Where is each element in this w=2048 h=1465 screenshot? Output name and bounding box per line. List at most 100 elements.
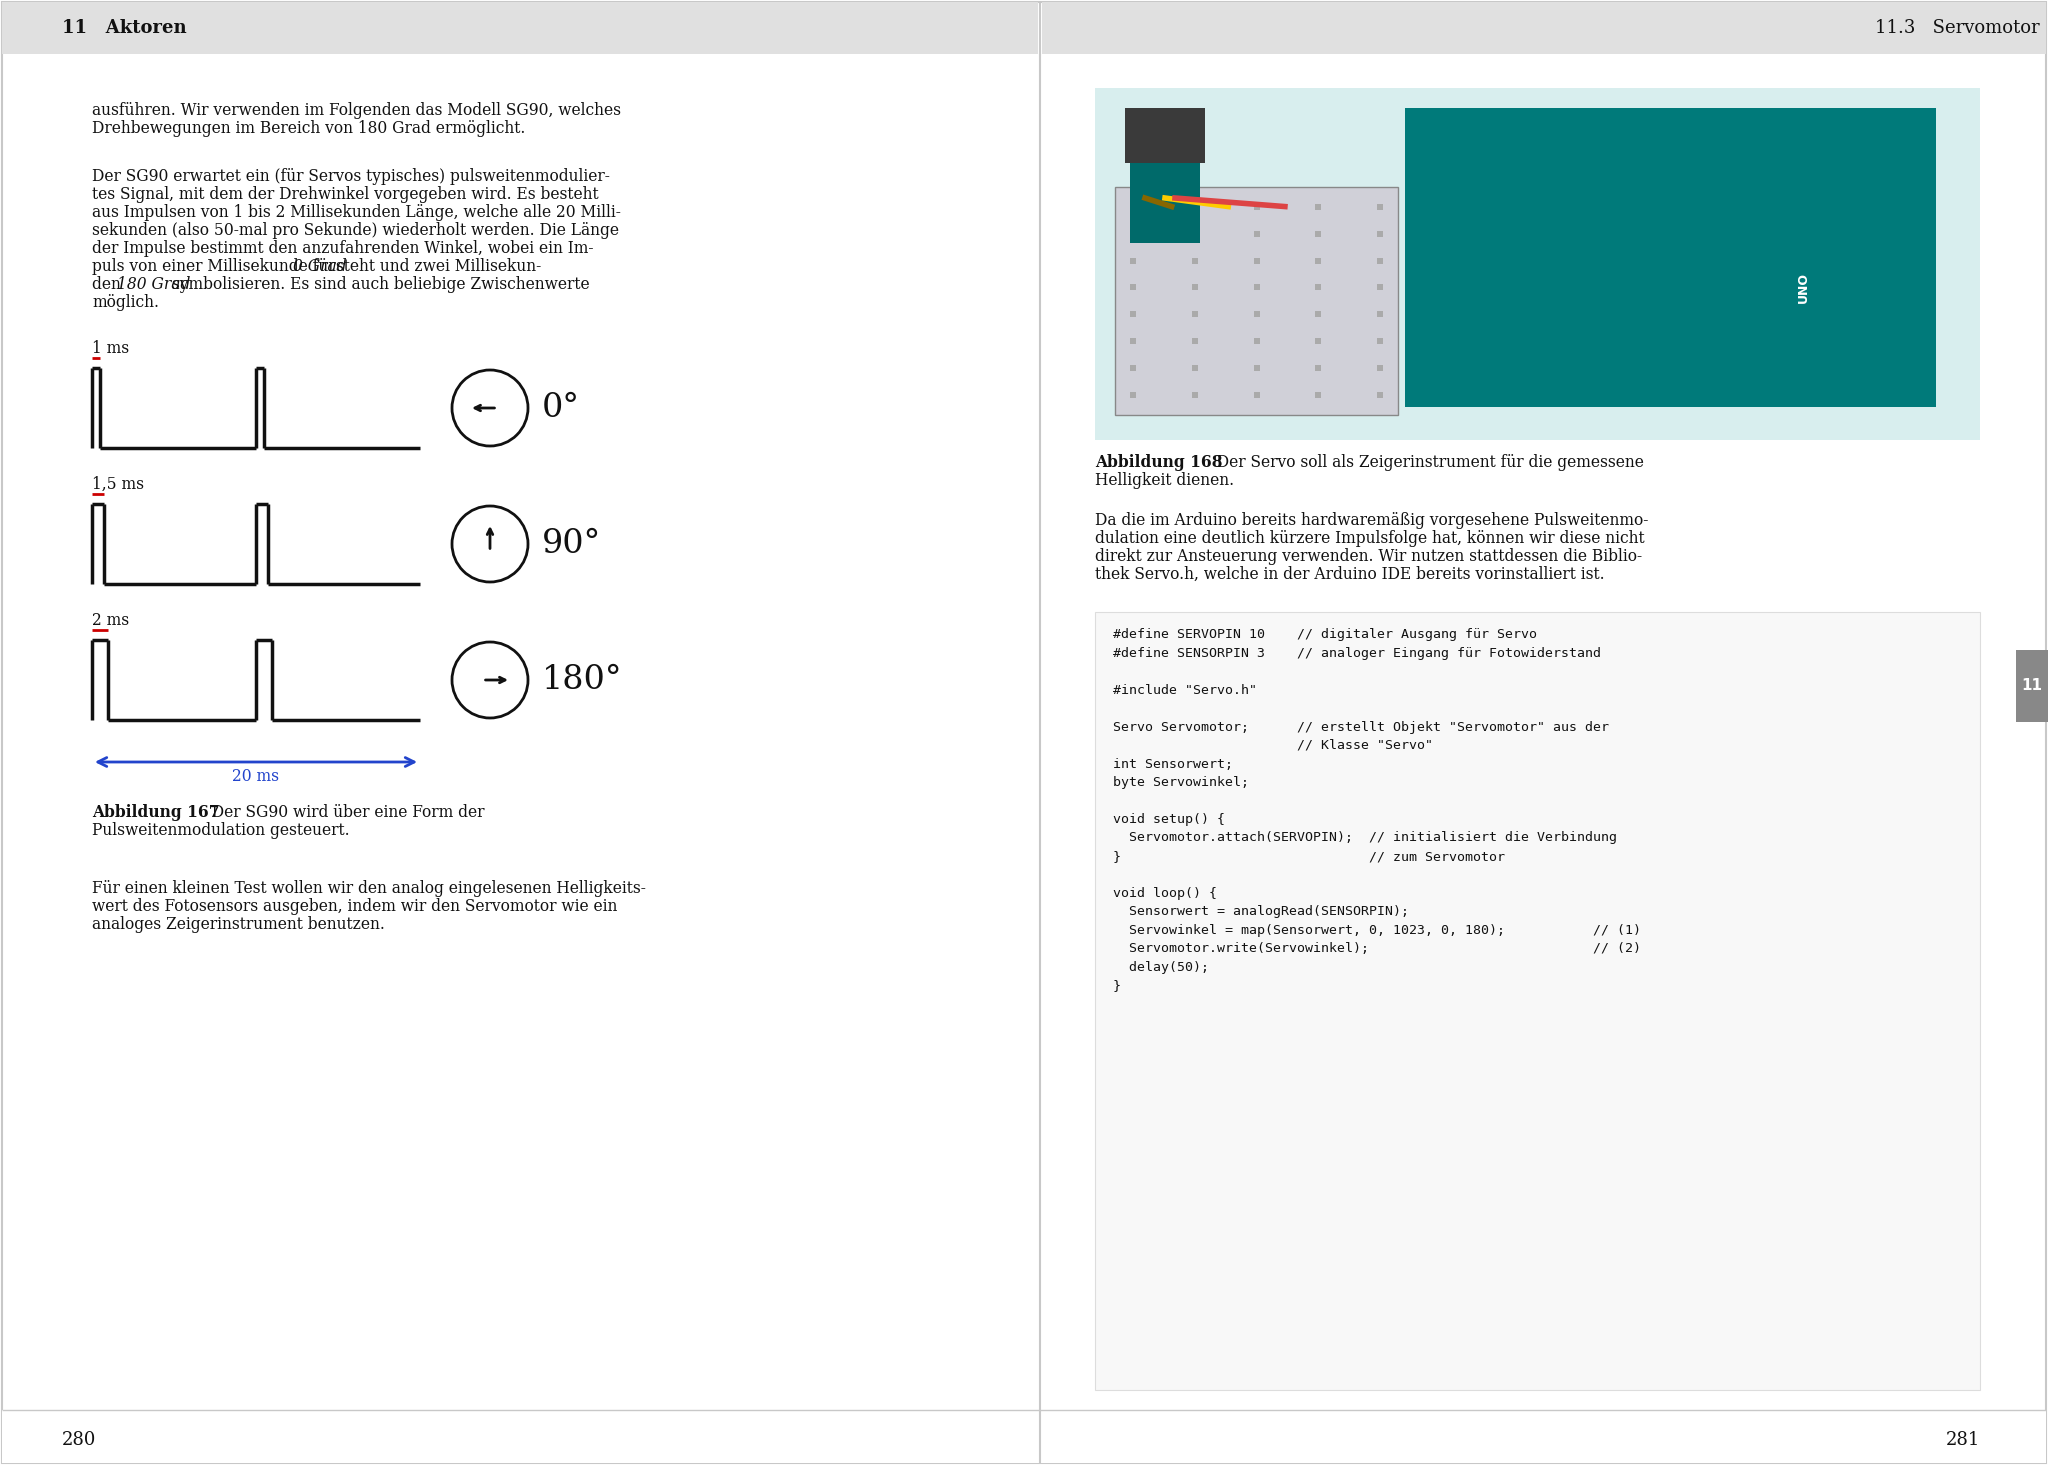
Text: void loop() {: void loop() { [1112, 886, 1217, 900]
Bar [1376, 230, 1382, 236]
Text: 1 ms: 1 ms [92, 340, 129, 357]
Text: Da die im Arduino bereits hardwaremäßig vorgesehene Pulsweitenmo-: Da die im Arduino bereits hardwaremäßig … [1096, 511, 1649, 529]
Bar [1192, 312, 1198, 318]
Text: analoges Zeigerinstrument benutzen.: analoges Zeigerinstrument benutzen. [92, 916, 385, 933]
Bar [1253, 284, 1260, 290]
Bar [1376, 338, 1382, 344]
Text: Abbildung 167: Abbildung 167 [92, 804, 219, 820]
Text: byte Servowinkel;: byte Servowinkel; [1112, 776, 1249, 790]
Bar [1315, 365, 1321, 372]
Text: steht und zwei Millisekun-: steht und zwei Millisekun- [330, 258, 541, 275]
Bar [1376, 365, 1382, 372]
Text: void setup() {: void setup() { [1112, 813, 1225, 826]
Text: #define SENSORPIN 3    // analoger Eingang für Fotowiderstand: #define SENSORPIN 3 // analoger Eingang … [1112, 646, 1602, 659]
Text: int Sensorwert;: int Sensorwert; [1112, 757, 1233, 771]
Bar [1376, 284, 1382, 290]
Text: Servomotor.write(Servowinkel);                            // (2): Servomotor.write(Servowinkel); // (2) [1112, 942, 1640, 955]
Text: 11   Aktoren: 11 Aktoren [61, 19, 186, 37]
Bar [1130, 230, 1137, 236]
Text: Servo Servomotor;      // erstellt Objekt "Servomotor" aus der: Servo Servomotor; // erstellt Objekt "Se… [1112, 721, 1610, 734]
Bar [1315, 204, 1321, 209]
Text: 281: 281 [1946, 1431, 1980, 1449]
Bar [1315, 284, 1321, 290]
Bar [1130, 163, 1200, 243]
Text: 1,5 ms: 1,5 ms [92, 476, 143, 494]
Text: #include "Servo.h": #include "Servo.h" [1112, 684, 1257, 696]
Text: tes Signal, mit dem der Drehwinkel vorgegeben wird. Es besteht: tes Signal, mit dem der Drehwinkel vorge… [92, 186, 598, 204]
Text: dulation eine deutlich kürzere Impulsfolge hat, können wir diese nicht: dulation eine deutlich kürzere Impulsfol… [1096, 530, 1645, 546]
Text: Der SG90 erwartet ein (für Servos typisches) pulsweitenmodulier-: Der SG90 erwartet ein (für Servos typisc… [92, 168, 610, 185]
Bar [1315, 312, 1321, 318]
Text: Servowinkel = map(Sensorwert, 0, 1023, 0, 180);           // (1): Servowinkel = map(Sensorwert, 0, 1023, 0… [1112, 924, 1640, 938]
Bar [1130, 312, 1137, 318]
Bar [1130, 284, 1137, 290]
Bar [1130, 365, 1137, 372]
Text: // Klasse "Servo": // Klasse "Servo" [1112, 738, 1434, 752]
Text: Abbildung 168: Abbildung 168 [1096, 454, 1223, 472]
Text: wert des Fotosensors ausgeben, indem wir den Servomotor wie ein: wert des Fotosensors ausgeben, indem wir… [92, 898, 616, 916]
Text: Der SG90 wird über eine Form der: Der SG90 wird über eine Form der [203, 804, 485, 820]
Bar [1130, 204, 1137, 209]
Bar [1192, 284, 1198, 290]
Bar [1192, 338, 1198, 344]
Bar [1130, 258, 1137, 264]
Bar [2, 1, 1038, 54]
Bar [1376, 312, 1382, 318]
Text: Sensorwert = analogRead(SENSORPIN);: Sensorwert = analogRead(SENSORPIN); [1112, 905, 1409, 919]
Bar [1315, 230, 1321, 236]
Bar [2, 1409, 2046, 1464]
Bar [1315, 393, 1321, 398]
Bar [1192, 393, 1198, 398]
Text: den: den [92, 275, 125, 293]
Bar [1253, 312, 1260, 318]
Text: 0°: 0° [543, 393, 580, 423]
Text: 90°: 90° [543, 527, 602, 560]
Bar [1376, 204, 1382, 209]
Bar [1192, 204, 1198, 209]
Bar [1376, 258, 1382, 264]
Text: 20 ms: 20 ms [233, 768, 279, 785]
Text: 2 ms: 2 ms [92, 612, 129, 628]
Text: UNO: UNO [1796, 272, 1810, 303]
Bar [1253, 365, 1260, 372]
Text: aus Impulsen von 1 bis 2 Millisekunden Länge, welche alle 20 Milli-: aus Impulsen von 1 bis 2 Millisekunden L… [92, 204, 621, 221]
Bar [1096, 612, 1980, 1390]
Bar [1124, 108, 1204, 163]
Text: #define SERVOPIN 10    // digitaler Ausgang für Servo: #define SERVOPIN 10 // digitaler Ausgang… [1112, 628, 1536, 642]
Text: puls von einer Millisekunde für: puls von einer Millisekunde für [92, 258, 340, 275]
Text: symbolisieren. Es sind auch beliebige Zwischenwerte: symbolisieren. Es sind auch beliebige Zw… [168, 275, 590, 293]
Bar [1405, 108, 1935, 407]
Bar [1130, 338, 1137, 344]
Bar [1253, 393, 1260, 398]
Text: }: } [1112, 980, 1120, 992]
Bar [1114, 186, 1399, 416]
Text: direkt zur Ansteuerung verwenden. Wir nutzen stattdessen die Biblio-: direkt zur Ansteuerung verwenden. Wir nu… [1096, 548, 1642, 565]
Bar [1253, 338, 1260, 344]
Bar [2015, 650, 2048, 722]
Text: Servomotor.attach(SERVOPIN);  // initialisiert die Verbindung: Servomotor.attach(SERVOPIN); // initiali… [1112, 832, 1618, 844]
Bar [1192, 230, 1198, 236]
Text: thek Servo.h, welche in der Arduino IDE bereits vorinstalliert ist.: thek Servo.h, welche in der Arduino IDE … [1096, 565, 1606, 583]
Text: Pulsweitenmodulation gesteuert.: Pulsweitenmodulation gesteuert. [92, 822, 350, 839]
Text: 180°: 180° [543, 664, 623, 696]
Text: sekunden (also 50-mal pro Sekunde) wiederholt werden. Die Länge: sekunden (also 50-mal pro Sekunde) wiede… [92, 223, 618, 239]
Text: ausführen. Wir verwenden im Folgenden das Modell SG90, welches: ausführen. Wir verwenden im Folgenden da… [92, 103, 621, 119]
Text: 180 Grad: 180 Grad [117, 275, 190, 293]
Bar [1253, 230, 1260, 236]
Bar [1192, 258, 1198, 264]
Text: Drehbewegungen im Bereich von 180 Grad ermöglicht.: Drehbewegungen im Bereich von 180 Grad e… [92, 120, 526, 138]
Text: 11: 11 [2021, 678, 2042, 693]
Bar [1253, 258, 1260, 264]
Text: Für einen kleinen Test wollen wir den analog eingelesenen Helligkeits-: Für einen kleinen Test wollen wir den an… [92, 880, 645, 897]
Bar [1253, 204, 1260, 209]
Bar [1130, 393, 1137, 398]
Text: möglich.: möglich. [92, 294, 160, 311]
Text: delay(50);: delay(50); [1112, 961, 1208, 974]
Text: }                               // zum Servomotor: } // zum Servomotor [1112, 850, 1505, 863]
Bar [1315, 338, 1321, 344]
Bar [1096, 88, 1980, 439]
Bar [1042, 1, 2046, 54]
Text: Der Servo soll als Zeigerinstrument für die gemessene: Der Servo soll als Zeigerinstrument für … [1206, 454, 1645, 472]
Bar [1376, 393, 1382, 398]
Text: Helligkeit dienen.: Helligkeit dienen. [1096, 472, 1235, 489]
